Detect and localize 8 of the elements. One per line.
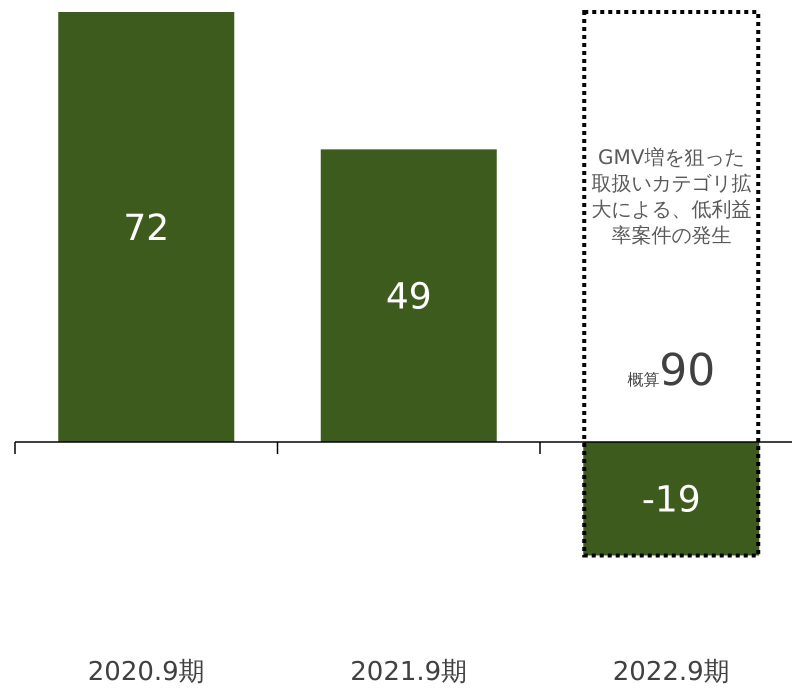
x-tick-label: 2020.9期: [88, 657, 205, 687]
data-label: -19: [642, 480, 701, 521]
annotation: 概算90: [627, 345, 716, 396]
x-tick-label: 2022.9期: [612, 657, 730, 687]
data-label: 72: [123, 208, 170, 249]
x-tick-label: 2021.9期: [350, 657, 468, 687]
data-label: 49: [386, 276, 432, 318]
annotation: GMV増を狙った取扱いカテゴリ拡大による、低利益率案件の発生: [591, 145, 752, 247]
